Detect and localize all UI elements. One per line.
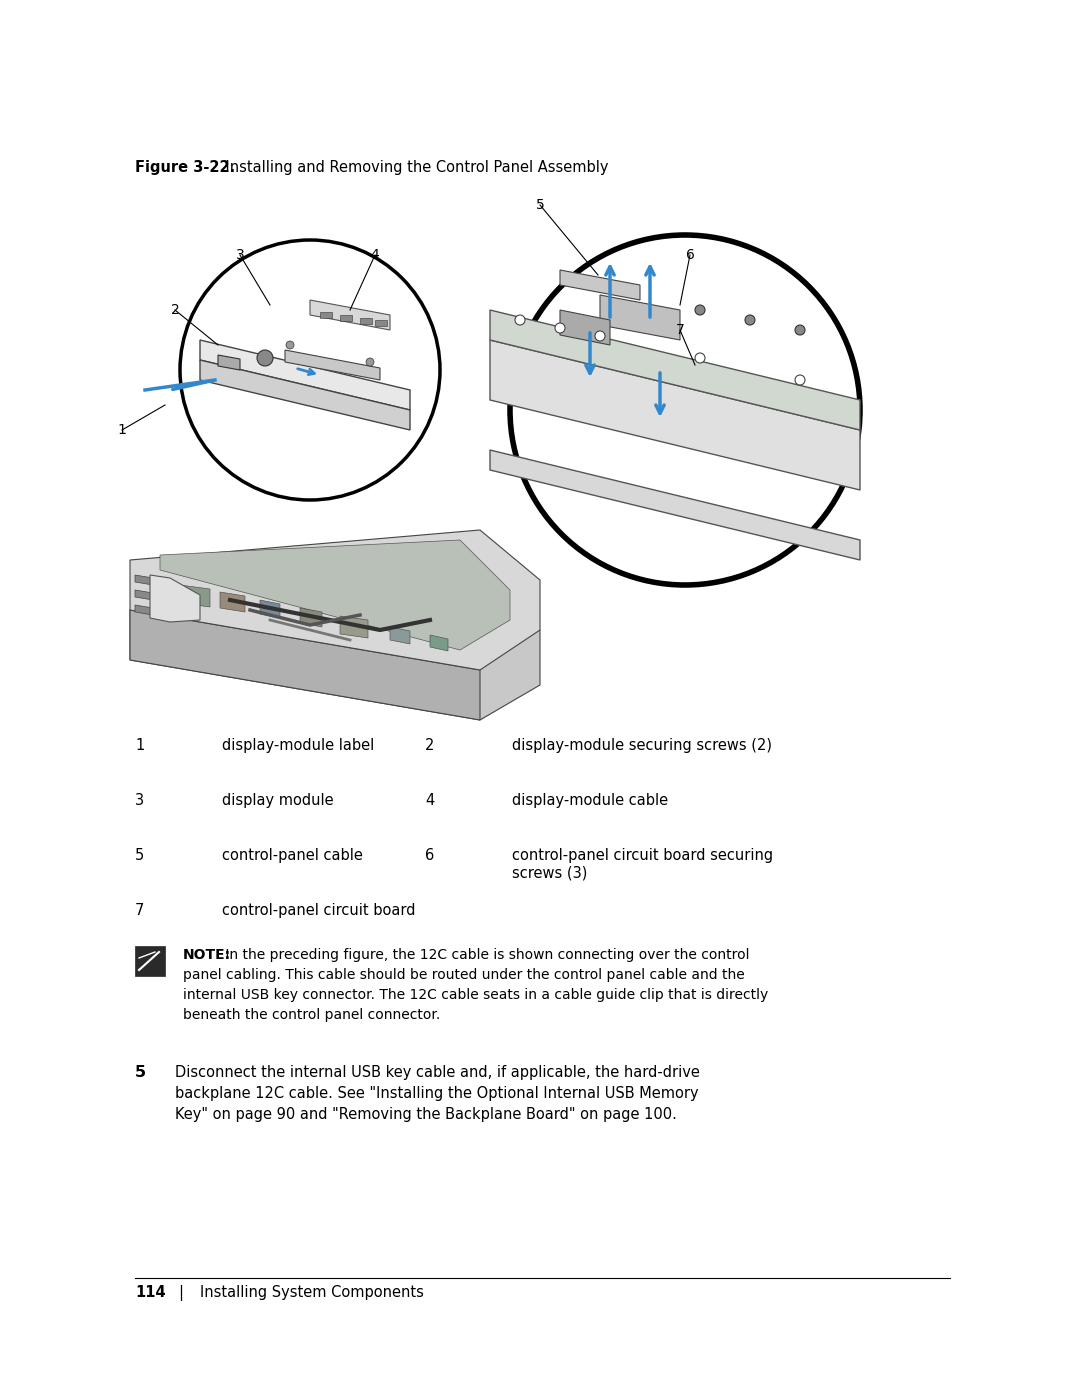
Text: control-panel circuit board: control-panel circuit board [222, 902, 416, 918]
Circle shape [555, 323, 565, 332]
Polygon shape [490, 450, 860, 560]
Text: 3: 3 [235, 249, 244, 263]
Polygon shape [150, 576, 200, 622]
Polygon shape [490, 310, 860, 430]
Bar [340, 314, 352, 321]
Text: backplane 12C cable. See "Installing the Optional Internal USB Memory: backplane 12C cable. See "Installing the… [175, 1085, 699, 1101]
Polygon shape [130, 580, 540, 719]
Polygon shape [561, 270, 640, 300]
Text: control-panel circuit board securing
screws (3): control-panel circuit board securing scr… [512, 848, 773, 880]
Text: display-module label: display-module label [222, 738, 375, 753]
Polygon shape [220, 592, 245, 612]
Text: Figure 3-22.: Figure 3-22. [135, 161, 235, 175]
Polygon shape [300, 608, 322, 627]
Polygon shape [285, 351, 380, 380]
Circle shape [795, 374, 805, 386]
Text: Disconnect the internal USB key cable and, if applicable, the hard-drive: Disconnect the internal USB key cable an… [175, 1065, 700, 1080]
Text: Key" on page 90 and "Removing the Backplane Board" on page 100.: Key" on page 90 and "Removing the Backpl… [175, 1106, 677, 1122]
Polygon shape [130, 529, 540, 671]
Bar [320, 312, 332, 319]
Text: NOTE:: NOTE: [183, 949, 231, 963]
Polygon shape [561, 310, 610, 345]
Polygon shape [200, 360, 410, 430]
Text: |: | [178, 1285, 183, 1301]
Polygon shape [180, 585, 210, 608]
Text: 2: 2 [171, 303, 179, 317]
Polygon shape [600, 295, 680, 339]
Circle shape [595, 331, 605, 341]
Polygon shape [340, 616, 368, 638]
Polygon shape [200, 339, 410, 409]
Text: In the preceding figure, the 12C cable is shown connecting over the control: In the preceding figure, the 12C cable i… [221, 949, 750, 963]
Text: 7: 7 [676, 323, 685, 337]
Polygon shape [430, 636, 448, 651]
Polygon shape [135, 605, 165, 617]
Text: 6: 6 [426, 848, 434, 863]
Text: 3: 3 [135, 793, 144, 807]
Polygon shape [130, 610, 480, 719]
Text: 5: 5 [536, 198, 544, 212]
Text: Installing and Removing the Control Panel Assembly: Installing and Removing the Control Pane… [207, 161, 608, 175]
FancyBboxPatch shape [135, 946, 165, 977]
Polygon shape [260, 599, 280, 617]
Text: 5: 5 [135, 1065, 146, 1080]
Text: display-module cable: display-module cable [512, 793, 669, 807]
Circle shape [366, 358, 374, 366]
Text: beneath the control panel connector.: beneath the control panel connector. [183, 1009, 441, 1023]
Circle shape [286, 341, 294, 349]
Text: internal USB key connector. The 12C cable seats in a cable guide clip that is di: internal USB key connector. The 12C cabl… [183, 988, 768, 1002]
Bar [360, 319, 372, 324]
Circle shape [696, 305, 705, 314]
Circle shape [257, 351, 273, 366]
Text: 2: 2 [426, 738, 434, 753]
Bar [375, 320, 387, 326]
Polygon shape [390, 627, 410, 644]
Text: control-panel cable: control-panel cable [222, 848, 363, 863]
Circle shape [795, 326, 805, 335]
Text: 1: 1 [135, 738, 145, 753]
Polygon shape [160, 541, 510, 650]
Text: Installing System Components: Installing System Components [200, 1285, 423, 1301]
Text: 114: 114 [135, 1285, 165, 1301]
Polygon shape [135, 576, 165, 587]
Circle shape [696, 353, 705, 363]
Text: 4: 4 [370, 249, 379, 263]
Text: 1: 1 [118, 423, 126, 437]
Circle shape [745, 314, 755, 326]
Text: 5: 5 [135, 848, 145, 863]
Polygon shape [218, 355, 240, 370]
Polygon shape [310, 300, 390, 330]
Text: 7: 7 [135, 902, 145, 918]
Polygon shape [490, 339, 860, 490]
Text: display module: display module [222, 793, 334, 807]
Text: 6: 6 [686, 249, 694, 263]
Polygon shape [135, 590, 165, 602]
Circle shape [515, 314, 525, 326]
Text: 4: 4 [426, 793, 434, 807]
Text: display-module securing screws (2): display-module securing screws (2) [512, 738, 772, 753]
Text: panel cabling. This cable should be routed under the control panel cable and the: panel cabling. This cable should be rout… [183, 968, 745, 982]
